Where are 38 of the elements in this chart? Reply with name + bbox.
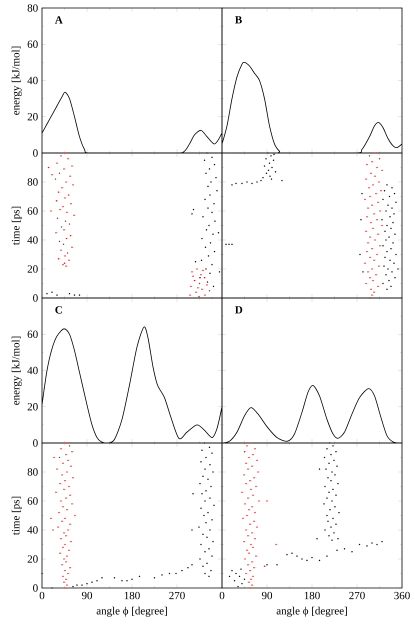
x-tick-label: 180	[124, 592, 140, 600]
y-tick-label: 20	[28, 265, 38, 273]
y-tick-label: 20	[28, 555, 38, 563]
x-tick-label: 0	[220, 592, 224, 600]
annotation: C	[55, 306, 62, 314]
y-tick-label: 40	[27, 526, 38, 534]
y-axis-title: energy [kJ/mol]	[12, 336, 22, 405]
y-axis-title: time [ps]	[12, 206, 22, 246]
y-tick-label: 40	[27, 366, 38, 374]
y-tick-label: 60	[28, 207, 38, 215]
y-tick-label: 0	[33, 439, 38, 447]
y-tick-label: 40	[27, 236, 38, 244]
x-tick-label: 270	[349, 592, 365, 600]
y-axis-title: energy [kJ/mol]	[12, 46, 22, 115]
x-tick-label: 180	[304, 592, 320, 600]
x-axis-title: angle ϕ [degree]	[96, 606, 167, 617]
x-tick-label: 270	[169, 592, 185, 600]
y-tick-label: 0	[33, 584, 38, 592]
y-axis-title: time [ps]	[12, 496, 22, 536]
x-tick-label: 90	[82, 592, 92, 600]
y-tick-label: 0	[33, 294, 38, 302]
y-tick-label: 40	[27, 76, 38, 84]
y-tick-label: 80	[28, 468, 38, 476]
y-tick-label: 60	[28, 497, 38, 505]
x-tick-label: 90	[262, 592, 272, 600]
annotation: D	[235, 306, 242, 314]
y-tick-label: 20	[28, 113, 38, 120]
annotation: A	[54, 16, 63, 24]
x-tick-label: 0	[40, 592, 44, 600]
y-tick-label: 0	[33, 149, 38, 157]
y-tick-label: 80	[28, 178, 38, 186]
x-tick-label: 360	[394, 592, 410, 600]
y-tick-label: 20	[28, 403, 38, 410]
x-axis-title: angle ϕ [degree]	[276, 606, 347, 617]
annotation: B	[235, 16, 242, 24]
y-tick-label: 60	[28, 330, 38, 338]
y-tick-label: 80	[28, 4, 38, 12]
y-tick-label: 60	[28, 40, 38, 48]
